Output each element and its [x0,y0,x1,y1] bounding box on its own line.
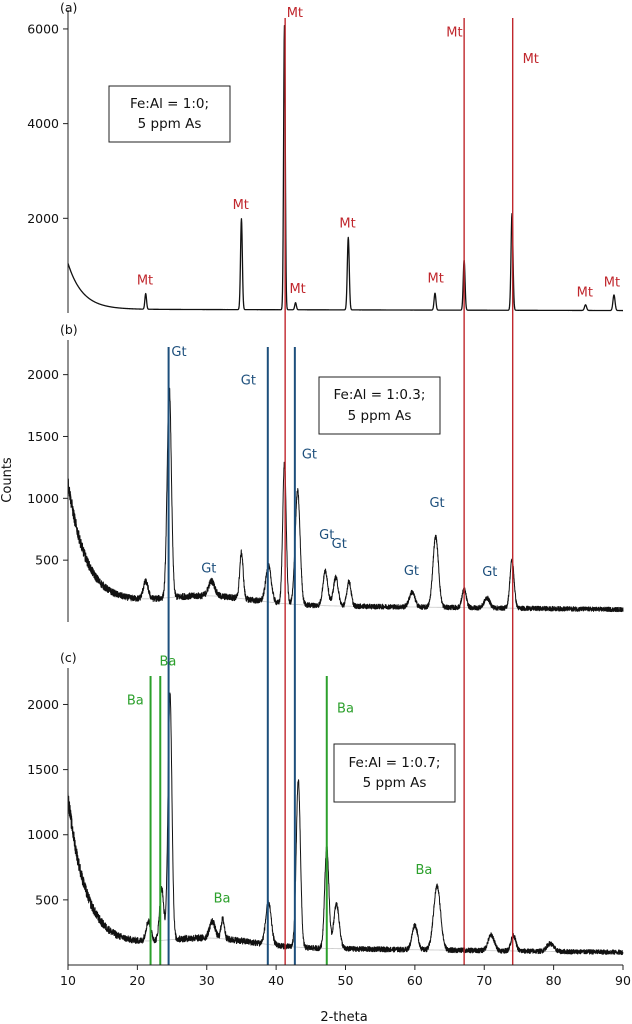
y-tick-label: 2000 [27,697,59,712]
phase-label-ba: Ba [337,701,354,716]
phase-label-mt: Mt [428,272,444,287]
y-tick-label: 500 [35,553,59,568]
x-tick-label: 20 [129,973,145,988]
phase-label-gt: Gt [201,562,216,577]
diffraction-trace-series [67,387,624,613]
phase-label-gt: Gt [332,537,347,552]
diffraction-trace-series [67,25,624,312]
condition-line: 5 ppm As [348,408,412,424]
condition-box-b: Fe:Al = 1:0.3; 5 ppm As [318,376,441,435]
y-tick-label: 2000 [27,367,59,382]
condition-line: Fe:Al = 1:0.3; [334,387,426,403]
phase-label-gt: Gt [302,448,317,463]
x-tick-label: 30 [199,973,215,988]
phase-label-mt: Mt [339,216,355,231]
y-tick-label: 500 [35,892,59,907]
phase-label-gt: Gt [404,564,419,579]
phase-label-gt: Gt [241,374,256,389]
phase-label-mt: Mt [287,6,303,21]
phase-label-ba: Ba [214,891,231,906]
x-tick-label: 60 [407,973,423,988]
phase-reference-lines [149,18,514,965]
condition-line: 5 ppm As [363,775,427,791]
y-tick-label: 2000 [27,211,59,226]
y-tick-label: 1500 [27,762,59,777]
y-tick-label: 1000 [27,827,59,842]
x-tick-label: 50 [338,973,354,988]
condition-line: Fe:Al = 1:0; [130,96,209,112]
phase-label-mt: Mt [577,285,593,300]
x-tick-label: 40 [268,973,284,988]
condition-box-frame [318,376,441,435]
condition-box-a: Fe:Al = 1:0; 5 ppm As [108,85,231,143]
phase-annotations: MtMtMtMtMtMtMtMtMtMtGtGtGtGtGtGtGtGtGtBa… [127,6,620,906]
phase-label-ba: Ba [415,863,432,878]
y-tick-label: 1500 [27,429,59,444]
phase-label-gt: Gt [319,528,334,543]
axes: 2000 4000 6000 500 1000 1500 2000 500 1000 1500 20… [27,10,631,988]
phase-label-ba: Ba [127,693,144,708]
panel-tag-a: (a) [60,0,77,15]
y-tick-label: 6000 [27,21,59,36]
y-tick-label: 1000 [27,491,59,506]
condition-box-frame [108,85,231,143]
condition-box-c: Fe:Al = 1:0.7; 5 ppm As [333,743,456,803]
phase-label-gt: Gt [171,345,186,360]
phase-label-mt: Mt [289,282,305,297]
x-tick-label: 70 [476,973,492,988]
x-tick-label: 90 [615,973,631,988]
panel-tag-b: (b) [60,322,78,337]
x-tick-label: 80 [546,973,562,988]
phase-label-mt: Mt [446,26,462,41]
x-tick-label: 10 [60,973,76,988]
y-axis-title: Counts [0,457,15,503]
condition-line: 5 ppm As [138,116,202,132]
condition-line: Fe:Al = 1:0.7; [349,755,441,771]
panel-tag-c: (c) [60,650,77,665]
x-axis-title: 2-theta [320,1010,367,1024]
y-tick-label: 4000 [27,116,59,131]
phase-label-mt: Mt [604,275,620,290]
condition-box-frame [333,743,456,803]
phase-label-ba: Ba [159,654,176,669]
phase-label-gt: Gt [482,565,497,580]
phase-label-gt: Gt [429,496,444,511]
phase-label-mt: Mt [523,52,539,67]
phase-label-mt: Mt [233,198,249,213]
phase-label-mt: Mt [137,274,153,289]
